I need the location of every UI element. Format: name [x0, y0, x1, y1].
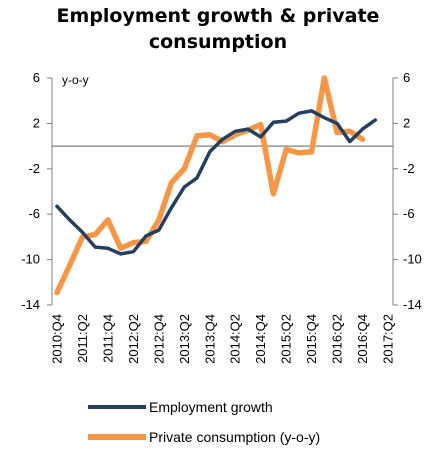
y-tick-label-right: -10	[403, 252, 422, 267]
series-line-consumption	[54, 75, 366, 296]
x-tick-label: 2013:Q4	[202, 314, 217, 364]
x-tick-label: 2015:Q4	[304, 314, 319, 364]
x-tick-label: 2011:Q4	[100, 314, 115, 363]
x-tick-label: 2015:Q2	[279, 314, 294, 364]
x-tick-label: 2013:Q2	[177, 314, 192, 364]
x-tick-label: 2016:Q2	[330, 314, 345, 364]
x-tick-label: 2014:Q2	[228, 314, 243, 364]
legend: Employment growth Private consumption (y…	[88, 399, 320, 445]
x-tick-label: 2017:Q2	[381, 314, 396, 364]
chart-title-line-1: Employment growth & private	[57, 5, 380, 27]
y-tick-label-right: -14	[403, 297, 422, 312]
x-tick-label: 2012:Q4	[151, 314, 166, 364]
y-tick-label-right: -6	[403, 206, 415, 221]
x-tick-label: 2012:Q2	[126, 314, 141, 364]
y-tick-label-left: -6	[28, 206, 40, 221]
y-tick-label-left: -14	[21, 297, 40, 312]
x-tick-label: 2011:Q2	[75, 314, 90, 363]
y-tick-label-right: 2	[403, 115, 410, 130]
x-tick-label: 2010:Q4	[50, 314, 65, 364]
legend-label-employment: Employment growth	[149, 399, 273, 415]
y-tick-label-left: 2	[33, 115, 40, 130]
x-tick-label: 2014:Q4	[253, 314, 268, 364]
y-tick-label-right: -2	[403, 161, 415, 176]
y-tick-label-left: 6	[33, 70, 40, 85]
y-tick-label-left: -10	[21, 252, 40, 267]
plot-area: 6 6 2 2 -2 -2 -6 -6 -10 -10 -14 -14 2010:Q4 2011:Q2 20…	[21, 70, 422, 364]
y-tick-label-right: 6	[403, 70, 410, 85]
unit-label: y-o-y	[62, 73, 89, 87]
y-tick-label-left: -2	[28, 161, 40, 176]
series-line-employment	[55, 109, 378, 256]
x-tick-label: 2016:Q4	[355, 314, 370, 364]
chart-title-line-2: consumption	[149, 31, 287, 53]
legend-label-consumption: Private consumption (y-o-y)	[149, 429, 320, 445]
